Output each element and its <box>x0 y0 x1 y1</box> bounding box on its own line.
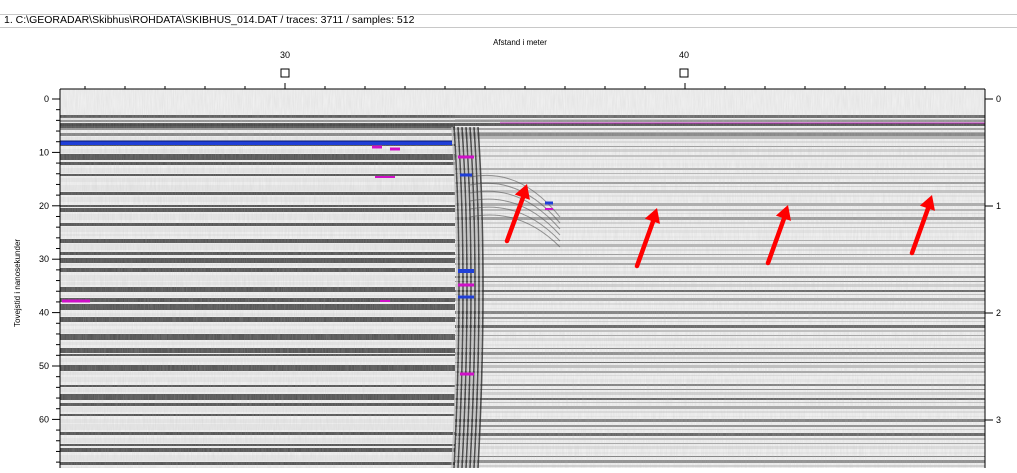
left-tick-label: 20 <box>39 201 49 211</box>
left-tick-label: 0 <box>44 94 49 104</box>
left-axis-label: Tovejstid i nanosekunder <box>13 239 22 327</box>
window-title: 1. C:\GEORADAR\Skibhus\ROHDATA\SKIBHUS_0… <box>4 14 414 26</box>
right-axis: 0 1 2 3 <box>985 89 1001 468</box>
square-marker-icon[interactable] <box>680 69 688 77</box>
top-tick-30: 30 <box>280 50 290 60</box>
radargram-image <box>60 89 985 468</box>
top-tick-40: 40 <box>679 50 689 60</box>
right-tick-label: 0 <box>996 94 1001 104</box>
square-marker-icon[interactable] <box>281 69 289 77</box>
title-bar: 1. C:\GEORADAR\Skibhus\ROHDATA\SKIBHUS_0… <box>0 14 1017 28</box>
left-axis: 010203040506070 <box>39 89 60 468</box>
left-tick-label: 40 <box>39 308 49 318</box>
radargram-plot[interactable]: Afstand i meter 30 40 Tovejstid i nanose… <box>0 27 1017 468</box>
top-axis-label: Afstand i meter <box>493 38 547 47</box>
right-tick-label: 2 <box>996 308 1001 318</box>
top-axis <box>60 83 985 89</box>
left-tick-label: 50 <box>39 361 49 371</box>
left-tick-label: 30 <box>39 254 49 264</box>
left-tick-label: 60 <box>39 414 49 424</box>
right-tick-label: 3 <box>996 415 1001 425</box>
right-tick-label: 1 <box>996 201 1001 211</box>
left-tick-label: 10 <box>39 147 49 157</box>
